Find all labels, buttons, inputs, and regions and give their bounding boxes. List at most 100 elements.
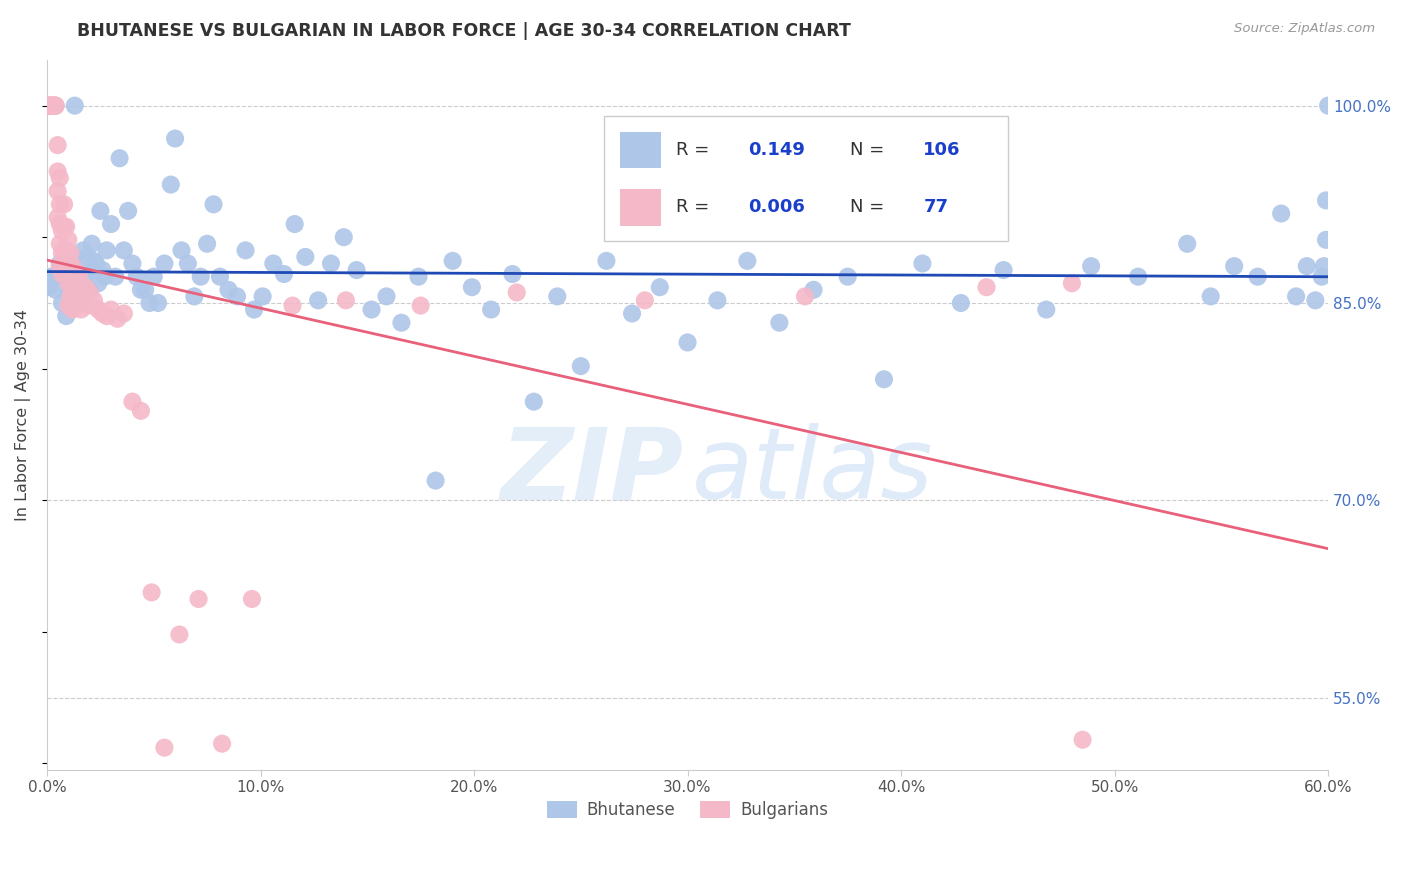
Point <box>70 283 93 297</box>
Point <box>177 256 200 270</box>
Text: R =: R = <box>676 141 709 159</box>
Point <box>634 293 657 308</box>
Point <box>159 178 181 192</box>
Point <box>63 267 86 281</box>
Point <box>1310 269 1333 284</box>
Point <box>138 296 160 310</box>
Point <box>1035 302 1057 317</box>
Point <box>153 740 176 755</box>
Point <box>55 267 77 281</box>
Point <box>121 394 143 409</box>
Point <box>569 359 592 373</box>
Point <box>44 98 66 112</box>
Point <box>72 285 94 300</box>
Point <box>1315 194 1337 208</box>
Text: 106: 106 <box>924 141 960 159</box>
Point <box>211 737 233 751</box>
Point <box>42 98 65 112</box>
Point <box>83 293 105 308</box>
Point <box>1223 259 1246 273</box>
Point <box>96 309 118 323</box>
Point <box>93 269 115 284</box>
Point <box>42 269 65 284</box>
Point <box>523 394 546 409</box>
Point <box>91 306 114 320</box>
Point <box>44 98 66 112</box>
Point <box>42 98 65 112</box>
Point <box>58 283 80 297</box>
Point <box>62 302 84 317</box>
Point <box>281 299 304 313</box>
Point <box>425 474 447 488</box>
Text: N =: N = <box>851 141 884 159</box>
Point <box>142 269 165 284</box>
Point <box>333 230 356 244</box>
Point <box>51 224 73 238</box>
Point <box>243 302 266 317</box>
Point <box>58 299 80 313</box>
Point <box>46 138 69 153</box>
Point <box>49 171 72 186</box>
Point <box>55 219 77 234</box>
Point <box>46 184 69 198</box>
Point <box>62 289 84 303</box>
Point <box>648 280 671 294</box>
Point <box>911 256 934 270</box>
Point <box>91 263 114 277</box>
Point <box>46 164 69 178</box>
Point <box>837 269 859 284</box>
Point <box>66 277 89 291</box>
Point <box>59 289 82 303</box>
Bar <box>620 131 661 169</box>
Point <box>63 289 86 303</box>
Point <box>121 256 143 270</box>
Point <box>53 267 76 281</box>
Point <box>202 197 225 211</box>
Point <box>240 591 263 606</box>
Point <box>55 244 77 258</box>
Point <box>217 283 239 297</box>
Point <box>208 269 231 284</box>
Point <box>100 302 122 317</box>
Point <box>62 259 84 273</box>
Point <box>49 256 72 270</box>
Point <box>108 151 131 165</box>
Point <box>1313 259 1336 273</box>
Point <box>1071 732 1094 747</box>
Point <box>146 296 169 310</box>
Point <box>79 283 101 297</box>
Point <box>1305 293 1327 308</box>
Point <box>1060 277 1083 291</box>
Point <box>479 302 502 317</box>
Point <box>100 217 122 231</box>
Point <box>62 280 84 294</box>
Point <box>63 98 86 112</box>
Point <box>53 197 76 211</box>
Text: Source: ZipAtlas.com: Source: ZipAtlas.com <box>1234 22 1375 36</box>
Point <box>44 283 66 297</box>
Point <box>75 280 97 294</box>
Point <box>1080 259 1102 273</box>
Point <box>39 98 62 112</box>
Point <box>112 244 135 258</box>
Point <box>375 289 398 303</box>
Point <box>676 335 699 350</box>
Point <box>506 285 529 300</box>
Point <box>273 267 295 281</box>
Point <box>39 98 62 112</box>
Point <box>803 283 825 297</box>
Point <box>360 302 382 317</box>
Point <box>284 217 307 231</box>
Point <box>63 256 86 270</box>
Point <box>59 269 82 284</box>
Point <box>59 246 82 260</box>
Point <box>595 253 617 268</box>
Point <box>252 289 274 303</box>
Text: R =: R = <box>676 198 709 216</box>
Point <box>153 256 176 270</box>
Text: 0.006: 0.006 <box>748 198 804 216</box>
Point <box>125 269 148 284</box>
Point <box>226 289 249 303</box>
Point <box>976 280 998 294</box>
Text: 0.149: 0.149 <box>748 141 804 159</box>
